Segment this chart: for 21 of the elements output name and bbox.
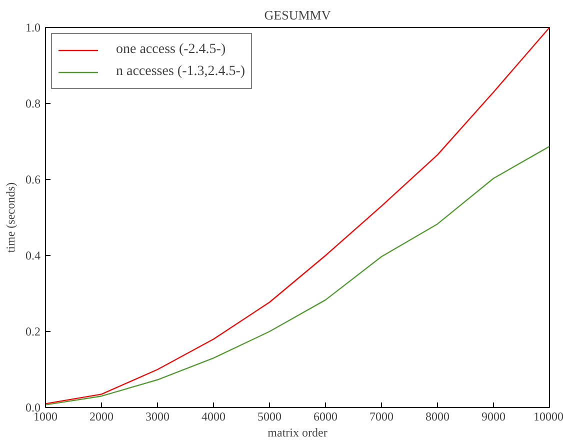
legend-label: n accesses (-1.3,2.4.5-) bbox=[116, 64, 246, 80]
y-tick-label: 0.4 bbox=[26, 248, 40, 262]
chart-title: GESUMMV bbox=[264, 8, 332, 22]
x-tick-label: 3000 bbox=[146, 410, 170, 424]
x-tick-label: 4000 bbox=[202, 410, 226, 424]
x-tick-label: 5000 bbox=[258, 410, 282, 424]
line-series bbox=[46, 146, 550, 406]
legend-label: one access (-2.4.5-) bbox=[116, 42, 226, 58]
x-tick-label: 8000 bbox=[426, 410, 450, 424]
x-axis-title: matrix order bbox=[268, 426, 328, 440]
x-tick-label: 9000 bbox=[482, 410, 506, 424]
x-tick-label: 6000 bbox=[314, 410, 338, 424]
x-tick-label: 2000 bbox=[90, 410, 114, 424]
x-tick-label: 10000 bbox=[534, 410, 563, 424]
y-tick-label: 1.0 bbox=[26, 20, 40, 34]
y-tick-label: 0.6 bbox=[26, 172, 40, 186]
y-tick-label: 0.2 bbox=[26, 324, 40, 338]
y-axis-title: time (seconds) bbox=[4, 182, 18, 253]
y-tick-label: 0.8 bbox=[26, 96, 40, 110]
line-series bbox=[46, 28, 550, 404]
x-tick-label: 7000 bbox=[370, 410, 394, 424]
